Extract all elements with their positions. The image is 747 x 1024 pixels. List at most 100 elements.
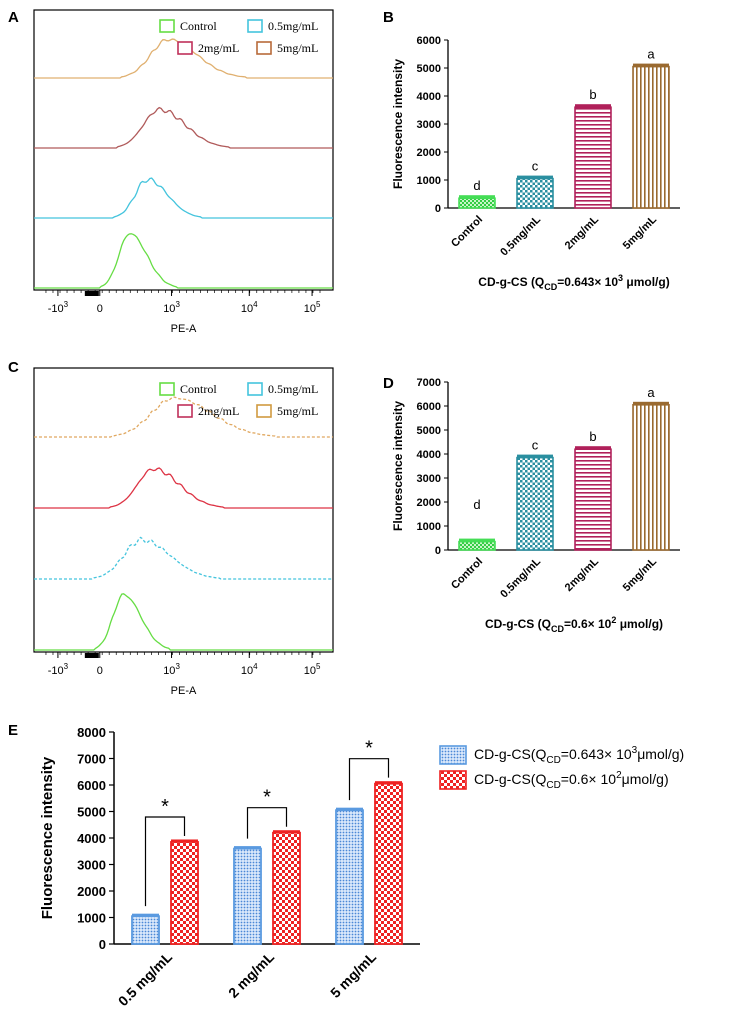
legend-label: 5mg/mL bbox=[277, 404, 318, 418]
y-tick-label: 7000 bbox=[77, 752, 106, 767]
histogram-trace-05mgml bbox=[34, 177, 333, 219]
legend-label: Control bbox=[180, 19, 217, 33]
error-cap bbox=[633, 63, 669, 67]
y-tick-label: 3000 bbox=[417, 119, 441, 131]
significance-bracket bbox=[348, 758, 390, 801]
y-tick-label: 6000 bbox=[77, 778, 106, 793]
error-cap bbox=[517, 454, 553, 458]
x-tick-label: 5 mg/mL bbox=[327, 948, 379, 1000]
bar-5mgml bbox=[632, 403, 670, 551]
grouped-bar-panel-e: 0 1000 2000 3000 4000 5000 6000 7000 8000 Fluores… bbox=[39, 725, 684, 1009]
bar-series1-05mgml bbox=[131, 915, 160, 945]
significance-letter: d bbox=[473, 497, 480, 512]
y-tick-label: 7000 bbox=[417, 377, 441, 389]
error-cap bbox=[234, 846, 261, 849]
x-tick-label: 5mg/mL bbox=[621, 555, 660, 594]
bar-control bbox=[458, 540, 496, 551]
y-tick-label: 8000 bbox=[77, 725, 106, 740]
error-cap bbox=[459, 195, 495, 199]
y-axis-label: Fluorescence intensity bbox=[39, 756, 56, 919]
legend-label: 2mg/mL bbox=[198, 41, 239, 55]
x-tick-label: 2mg/mL bbox=[563, 213, 602, 252]
y-tick-label: 6000 bbox=[417, 401, 441, 413]
histogram-trace-5mgml bbox=[34, 396, 333, 438]
y-tick-label: 1000 bbox=[417, 521, 441, 533]
x-tick-label: Control bbox=[449, 556, 485, 592]
tick-label: 104 bbox=[241, 662, 258, 677]
error-cap bbox=[575, 104, 611, 108]
significance-star: * bbox=[161, 796, 169, 818]
histogram-trace-05mgml bbox=[34, 536, 333, 580]
y-tick-label: 6000 bbox=[417, 35, 441, 47]
error-cap bbox=[375, 781, 402, 784]
bar-2mgml bbox=[574, 448, 612, 551]
significance-star: * bbox=[365, 738, 373, 760]
y-tick-label: 5000 bbox=[417, 63, 441, 75]
x-axis-title: CD-g-CS (QCD=0.643× 103 μmol/g) bbox=[478, 273, 669, 292]
tick-label: 104 bbox=[241, 300, 258, 315]
legend-label: 0.5mg/mL bbox=[268, 19, 318, 33]
histogram-frame bbox=[33, 9, 334, 291]
error-cap bbox=[132, 913, 159, 917]
histogram-trace-control bbox=[34, 233, 333, 289]
histogram-frame bbox=[33, 367, 334, 653]
x-axis-label: PE-A bbox=[171, 323, 197, 335]
bar-series1-2mgml bbox=[233, 847, 262, 945]
error-cap bbox=[633, 401, 669, 405]
legend-label: 0.5mg/mL bbox=[268, 382, 318, 396]
y-tick-label: 0 bbox=[99, 937, 106, 952]
tick-label: 105 bbox=[304, 300, 321, 315]
legend-label: CD-g-CS(QCD=0.6× 102μmol/g) bbox=[474, 770, 669, 791]
tick-label: 105 bbox=[304, 662, 321, 677]
bar-05mgml bbox=[516, 177, 554, 209]
error-cap bbox=[336, 807, 363, 811]
panel-letter-e: E bbox=[8, 722, 18, 739]
x-tick-label: 0.5mg/mL bbox=[498, 213, 543, 258]
tick-label: 103 bbox=[163, 662, 180, 677]
error-cap bbox=[273, 830, 300, 833]
significance-letter: b bbox=[589, 87, 596, 102]
zero-cluster-tick bbox=[84, 653, 99, 658]
error-cap bbox=[517, 175, 553, 179]
y-axis-label: Fluorescence intensity bbox=[391, 401, 405, 531]
significance-letter: d bbox=[473, 178, 480, 193]
legend-swatch bbox=[247, 382, 263, 396]
significance-star: * bbox=[263, 787, 271, 809]
legend-swatch bbox=[256, 41, 272, 55]
significance-bracket bbox=[246, 807, 288, 839]
legend-label: Control bbox=[180, 382, 217, 396]
bar-5mgml bbox=[632, 65, 670, 209]
x-tick-label: 2 mg/mL bbox=[225, 948, 277, 1000]
tick-label: 0 bbox=[97, 665, 103, 677]
panel-letter-d: D bbox=[383, 375, 394, 392]
legend-swatch bbox=[177, 41, 193, 55]
y-axis-label: Fluorescence intensity bbox=[391, 59, 405, 189]
y-tick-label: 3000 bbox=[417, 473, 441, 485]
error-cap bbox=[575, 446, 611, 450]
error-cap bbox=[459, 538, 495, 542]
y-tick-label: 1000 bbox=[77, 911, 106, 926]
tick-label: -103 bbox=[48, 662, 69, 677]
x-tick-label: 0.5 mg/mL bbox=[115, 948, 176, 1009]
legend-label: 2mg/mL bbox=[198, 404, 239, 418]
significance-letter: a bbox=[647, 385, 655, 400]
histogram-trace-2mgml bbox=[34, 467, 333, 509]
significance-letter: c bbox=[532, 159, 539, 174]
significance-bracket bbox=[144, 816, 186, 907]
legend-label: CD-g-CS(QCD=0.643× 103μmol/g) bbox=[474, 745, 684, 766]
x-tick-label: 0.5mg/mL bbox=[498, 555, 543, 600]
bar-series2-05mgml bbox=[170, 841, 199, 945]
bar-series2-5mgml bbox=[374, 782, 403, 945]
legend-swatch bbox=[256, 404, 272, 418]
tick-label: 0 bbox=[97, 303, 103, 315]
y-tick-label: 0 bbox=[435, 545, 441, 557]
y-tick-label: 2000 bbox=[77, 884, 106, 899]
legend-swatch bbox=[439, 770, 467, 790]
significance-letter: b bbox=[589, 429, 596, 444]
bar-control bbox=[458, 197, 496, 209]
y-tick-label: 1000 bbox=[417, 175, 441, 187]
y-tick-label: 4000 bbox=[417, 449, 441, 461]
y-tick-label: 0 bbox=[435, 203, 441, 215]
x-axis-title: CD-g-CS (QCD=0.6× 102 μmol/g) bbox=[485, 615, 663, 634]
